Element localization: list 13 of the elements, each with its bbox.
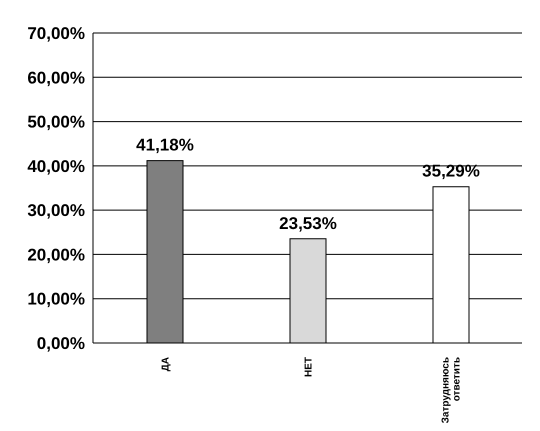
y-tick-label: 50,00% [27,112,85,132]
x-tick-label: НЕТ [304,357,314,377]
y-tick-label: 20,00% [27,245,85,264]
data-label: 41,18% [136,136,194,155]
x-tick-label: ДА [160,357,172,372]
data-label: 23,53% [279,214,337,233]
y-tick-label: 0,00% [36,334,85,354]
y-tick-label: 70,00% [27,24,85,44]
x-tick-label: Затрудняюсь ответить [440,357,462,424]
y-tick-label: 40,00% [27,156,85,176]
y-tick-label: 30,00% [27,201,85,220]
y-tick-label: 10,00% [27,290,85,309]
y-tick-label: 60,00% [27,68,85,88]
